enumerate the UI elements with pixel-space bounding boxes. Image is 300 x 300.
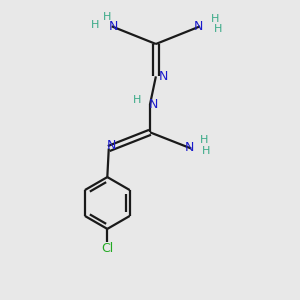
Text: N: N bbox=[185, 141, 194, 154]
Text: H: H bbox=[103, 13, 112, 22]
Text: N: N bbox=[194, 20, 203, 33]
Text: N: N bbox=[106, 139, 116, 152]
Text: H: H bbox=[211, 14, 219, 24]
Text: Cl: Cl bbox=[101, 242, 113, 255]
Text: H: H bbox=[214, 24, 222, 34]
Text: N: N bbox=[159, 70, 168, 83]
Text: H: H bbox=[133, 95, 141, 105]
Text: H: H bbox=[91, 20, 100, 30]
Text: N: N bbox=[109, 20, 118, 33]
Text: N: N bbox=[148, 98, 158, 111]
Text: H: H bbox=[200, 135, 208, 145]
Text: H: H bbox=[202, 146, 210, 157]
